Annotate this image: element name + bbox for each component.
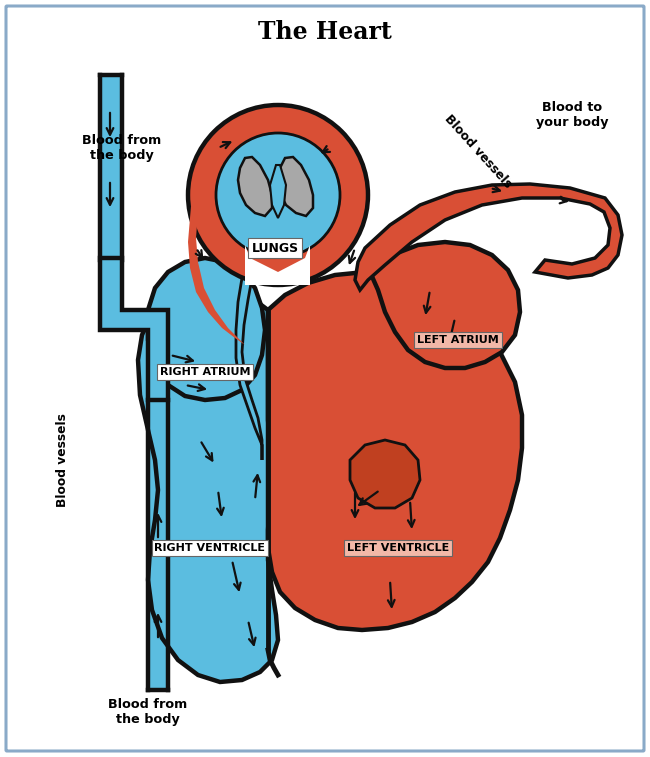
Polygon shape <box>238 157 272 216</box>
Text: LEFT ATRIUM: LEFT ATRIUM <box>417 335 499 345</box>
Text: Blood from
the body: Blood from the body <box>83 134 162 162</box>
Text: RIGHT VENTRICLE: RIGHT VENTRICLE <box>155 543 265 553</box>
Polygon shape <box>236 258 262 460</box>
Text: LEFT VENTRICLE: LEFT VENTRICLE <box>347 543 449 553</box>
Text: Blood vessels: Blood vessels <box>442 113 514 192</box>
Text: Blood from
the body: Blood from the body <box>109 698 188 726</box>
Text: Blood to
your body: Blood to your body <box>536 101 608 129</box>
Polygon shape <box>270 165 286 218</box>
Polygon shape <box>350 440 420 508</box>
Text: Blood vessels: Blood vessels <box>55 413 68 507</box>
FancyBboxPatch shape <box>6 6 644 751</box>
Text: RIGHT ATRIUM: RIGHT ATRIUM <box>160 367 250 377</box>
Circle shape <box>188 105 368 285</box>
Polygon shape <box>245 245 310 285</box>
Text: The Heart: The Heart <box>258 20 392 44</box>
Polygon shape <box>100 258 168 400</box>
Polygon shape <box>188 192 245 345</box>
Text: LUNGS: LUNGS <box>252 241 298 254</box>
Polygon shape <box>278 157 313 216</box>
Polygon shape <box>138 282 278 682</box>
Polygon shape <box>370 242 520 368</box>
Polygon shape <box>268 272 522 630</box>
Polygon shape <box>148 258 265 400</box>
Circle shape <box>216 133 340 257</box>
Polygon shape <box>355 184 622 290</box>
